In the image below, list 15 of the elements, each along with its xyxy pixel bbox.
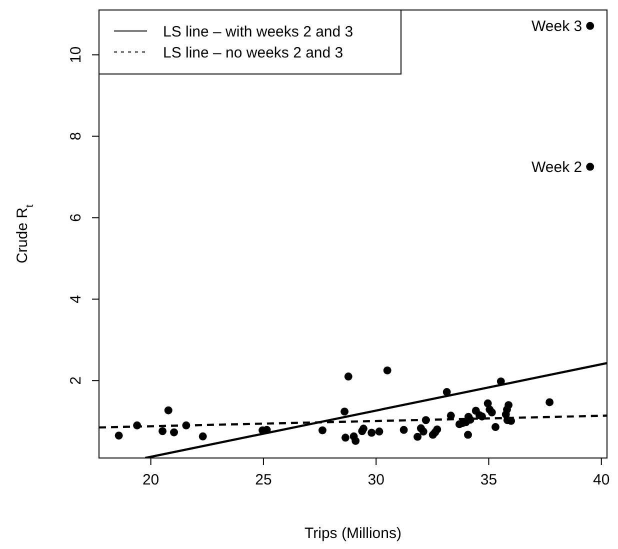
y-tick-label: 6 — [67, 214, 84, 222]
legend-label: LS line – no weeks 2 and 3 — [163, 44, 344, 62]
x-tick-label: 30 — [368, 472, 384, 489]
y-tick-label: 8 — [67, 132, 84, 140]
y-tick-label: 10 — [67, 46, 84, 64]
x-tick-label: 40 — [593, 472, 610, 489]
legend-label: LS line – with weeks 2 and 3 — [163, 23, 354, 40]
x-tick-label: 35 — [480, 472, 498, 489]
x-tick-label: 25 — [255, 472, 272, 489]
annotation: Week 2 — [532, 159, 582, 176]
annotation: Week 3 — [532, 18, 582, 36]
y-tick-label: 4 — [67, 294, 84, 304]
y-tick-label: 2 — [67, 376, 84, 385]
x-tick-label: 20 — [142, 472, 160, 489]
x-axis-title: Trips (Millions) — [304, 525, 402, 542]
